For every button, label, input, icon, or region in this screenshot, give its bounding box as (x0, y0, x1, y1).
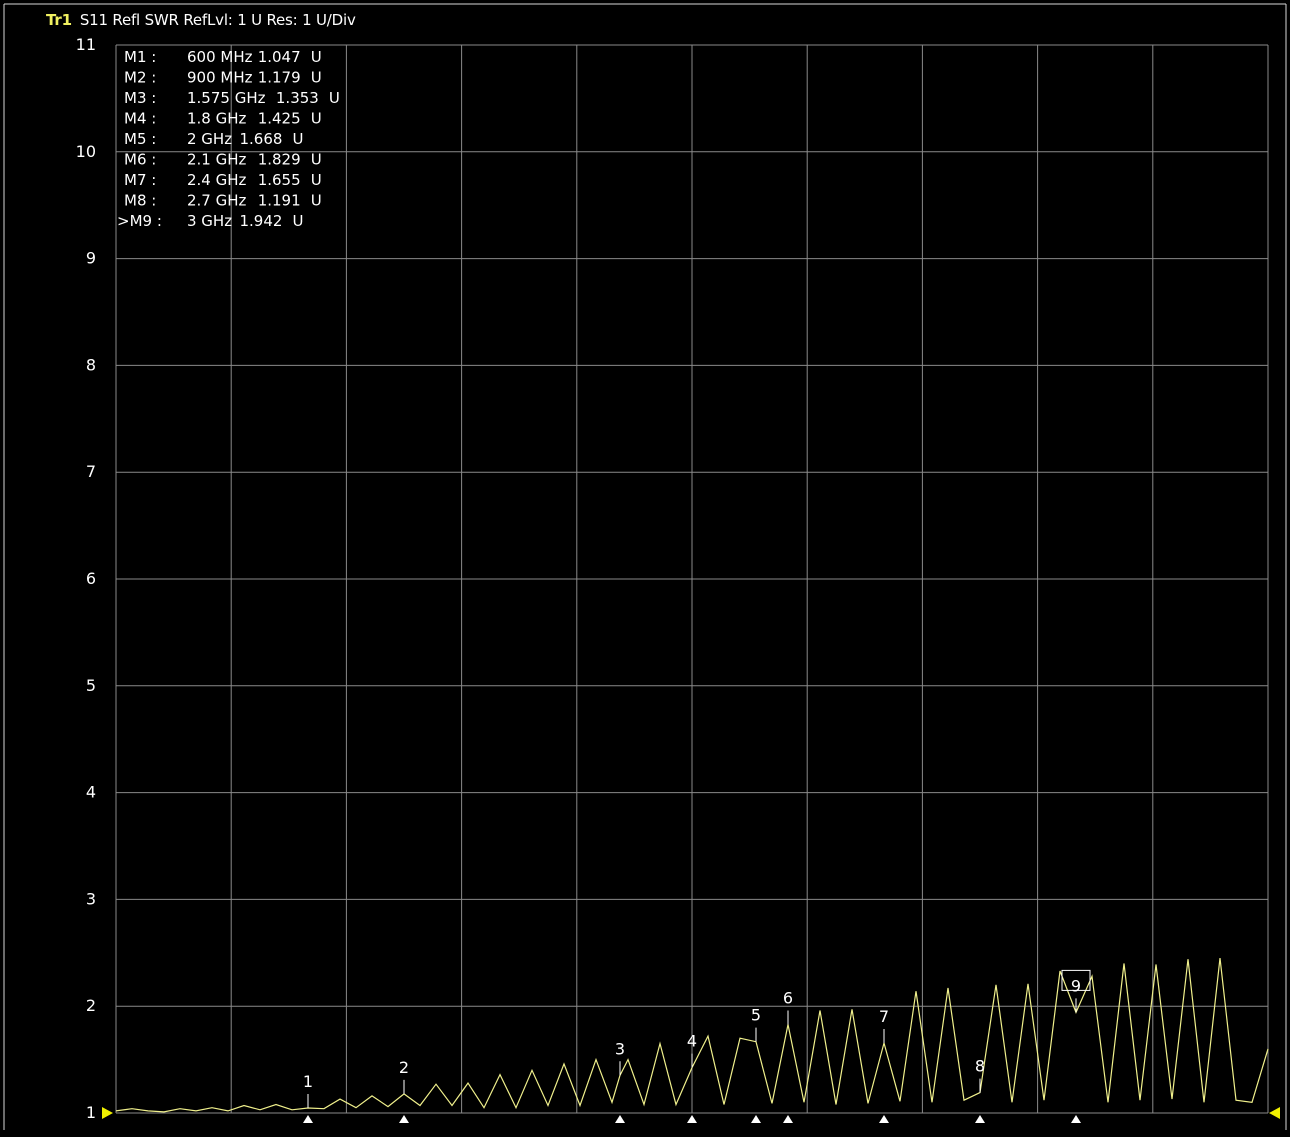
marker-position-icon[interactable] (879, 1115, 889, 1123)
y-tick-label: 5 (86, 676, 96, 695)
marker-readout-label[interactable]: M7 : (124, 171, 156, 189)
marker-readout-unit: U (311, 151, 322, 169)
marker-readout-unit: U (311, 192, 322, 210)
marker-readout-value: 1.942 (240, 212, 283, 230)
marker-readout-label[interactable]: M3 : (124, 89, 156, 107)
marker-readout-value: 1.655 (258, 171, 301, 189)
marker-readout-freq: 1.8 GHz (187, 110, 247, 128)
marker-label[interactable]: 5 (751, 1006, 761, 1025)
trace-line (115, 958, 1269, 1113)
marker-label[interactable]: 6 (783, 988, 793, 1007)
marker-label[interactable]: 2 (399, 1058, 409, 1077)
y-tick-label: 8 (86, 355, 96, 374)
marker-label[interactable]: 4 (687, 1032, 697, 1051)
marker-readout-value: 1.353 (276, 89, 319, 107)
marker-readout-freq: 2.1 GHz (187, 151, 247, 169)
y-tick-label: 6 (86, 569, 96, 588)
trace-name[interactable]: Tr1 (46, 11, 72, 29)
marker-readout-label[interactable]: M6 : (124, 151, 156, 169)
marker-readout-unit: U (311, 171, 322, 189)
marker-readout-label[interactable]: M4 : (124, 110, 156, 128)
marker-readout-label[interactable]: M2 : (124, 69, 156, 87)
y-tick-label: 1 (86, 1103, 96, 1122)
marker-position-icon[interactable] (751, 1115, 761, 1123)
marker-position-icon[interactable] (687, 1115, 697, 1123)
marker-readout-value: 1.668 (240, 130, 283, 148)
marker-readout-value: 1.425 (258, 110, 301, 128)
marker-readout-label[interactable]: M5 : (124, 130, 156, 148)
marker-position-icon[interactable] (303, 1115, 313, 1123)
marker-position-icon[interactable] (975, 1115, 985, 1123)
y-tick-label: 9 (86, 249, 96, 268)
marker-readout-freq: 2.7 GHz (187, 192, 247, 210)
marker-label[interactable]: 3 (615, 1039, 625, 1058)
marker-readout-label[interactable]: M1 : (124, 48, 156, 66)
marker-position-icon[interactable] (399, 1115, 409, 1123)
marker-readout-unit: U (293, 130, 304, 148)
marker-readout-freq: 900 MHz (187, 69, 253, 87)
ref-level-right-icon (1269, 1107, 1280, 1119)
marker-label[interactable]: 7 (879, 1007, 889, 1026)
marker-label[interactable]: 8 (975, 1057, 985, 1076)
marker-position-icon[interactable] (1071, 1115, 1081, 1123)
marker-readout-unit: U (311, 48, 322, 66)
y-tick-label: 10 (76, 142, 96, 161)
y-tick-label: 7 (86, 462, 96, 481)
y-tick-label: 2 (86, 996, 96, 1015)
marker-readout-value: 1.191 (258, 192, 301, 210)
y-tick-label: 4 (86, 783, 96, 802)
trace-header: Tr1 S11 Refl SWR RefLvl: 1 U Res: 1 U/Div (46, 9, 356, 31)
marker-readout-value: 1.829 (258, 151, 301, 169)
marker-readout-freq: 3 GHz (187, 212, 232, 230)
marker-label[interactable]: 1 (303, 1072, 313, 1091)
marker-readout-freq: 600 MHz (187, 48, 253, 66)
marker-readout-label[interactable]: M8 : (124, 192, 156, 210)
marker-readout-unit: U (293, 212, 304, 230)
marker-readout-freq: 2 GHz (187, 130, 232, 148)
marker-label[interactable]: 9 (1071, 976, 1081, 995)
trace-info: S11 Refl SWR RefLvl: 1 U Res: 1 U/Div (79, 11, 356, 29)
marker-readout-unit: U (329, 89, 340, 107)
active-marker-box (1061, 969, 1091, 991)
y-tick-label: 3 (86, 889, 96, 908)
marker-position-icon[interactable] (783, 1115, 793, 1123)
marker-readout-label[interactable]: >M9 : (117, 212, 162, 230)
marker-readout-value: 1.047 (258, 48, 301, 66)
marker-position-icon[interactable] (615, 1115, 625, 1123)
marker-readout-unit: U (311, 110, 322, 128)
y-tick-label: 11 (76, 35, 96, 54)
ref-level-left-icon (102, 1107, 113, 1119)
marker-readout-value: 1.179 (258, 69, 301, 87)
marker-readout-freq: 1.575 GHz (187, 89, 266, 107)
marker-readout-freq: 2.4 GHz (187, 171, 247, 189)
marker-readout-unit: U (311, 69, 322, 87)
